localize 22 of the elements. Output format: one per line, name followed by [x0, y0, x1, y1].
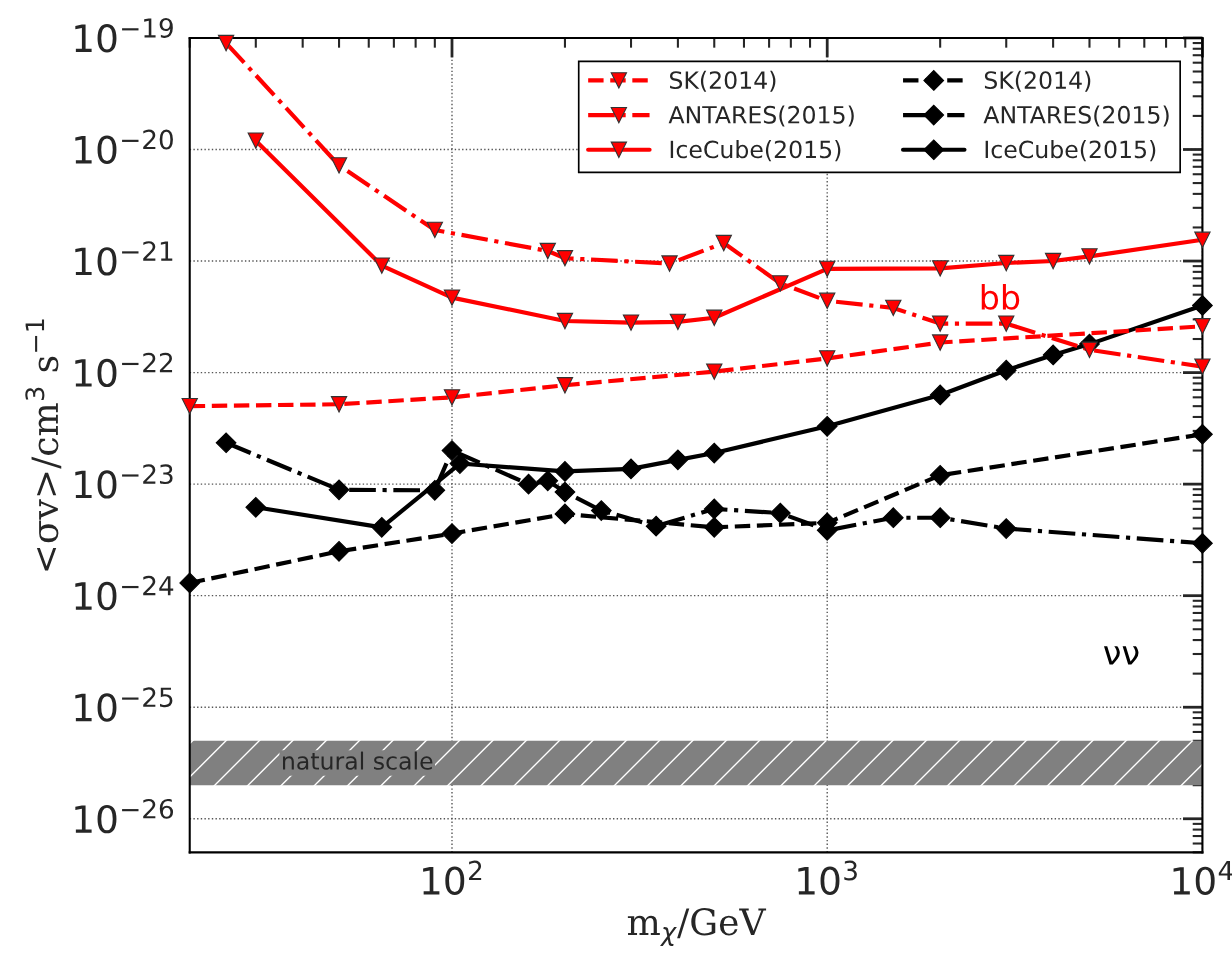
legend-label: IceCube(2015) — [670, 140, 841, 162]
band-label: natural scale — [283, 751, 433, 770]
y-tick-label: 10$^{−21}$ — [75, 241, 173, 276]
x-axis-title: m$_{χ}$/GeV — [627, 908, 767, 947]
annotation: bb — [981, 284, 1020, 310]
y-tick-label: 10$^{−23}$ — [75, 464, 173, 499]
y-axis-title: <σv>/cm$^{3}$ s$^{−1}$ — [25, 319, 62, 571]
y-tick-label: 10$^{−20}$ — [75, 129, 173, 164]
x-tick-label: 10$^{4}$ — [1173, 860, 1232, 896]
y-tick-label: 10$^{−26}$ — [75, 798, 174, 834]
y-tick-label: 10$^{−19}$ — [75, 18, 173, 53]
legend-label: ANTARES(2015) — [983, 105, 1169, 127]
legend-label: IceCube(2015) — [985, 140, 1156, 162]
x-tick-label: 10$^{3}$ — [798, 860, 857, 895]
x-tick-label: 10$^{2}$ — [423, 860, 482, 895]
y-tick-label: 10$^{−25}$ — [75, 687, 173, 722]
annotation: νν — [1104, 646, 1139, 665]
legend-label: SK(2014) — [984, 70, 1091, 92]
legend-label: ANTARES(2015) — [668, 105, 854, 127]
y-tick-label: 10$^{−24}$ — [75, 575, 174, 611]
y-tick-label: 10$^{−22}$ — [75, 352, 173, 388]
legend-label: SK(2014) — [670, 70, 776, 92]
